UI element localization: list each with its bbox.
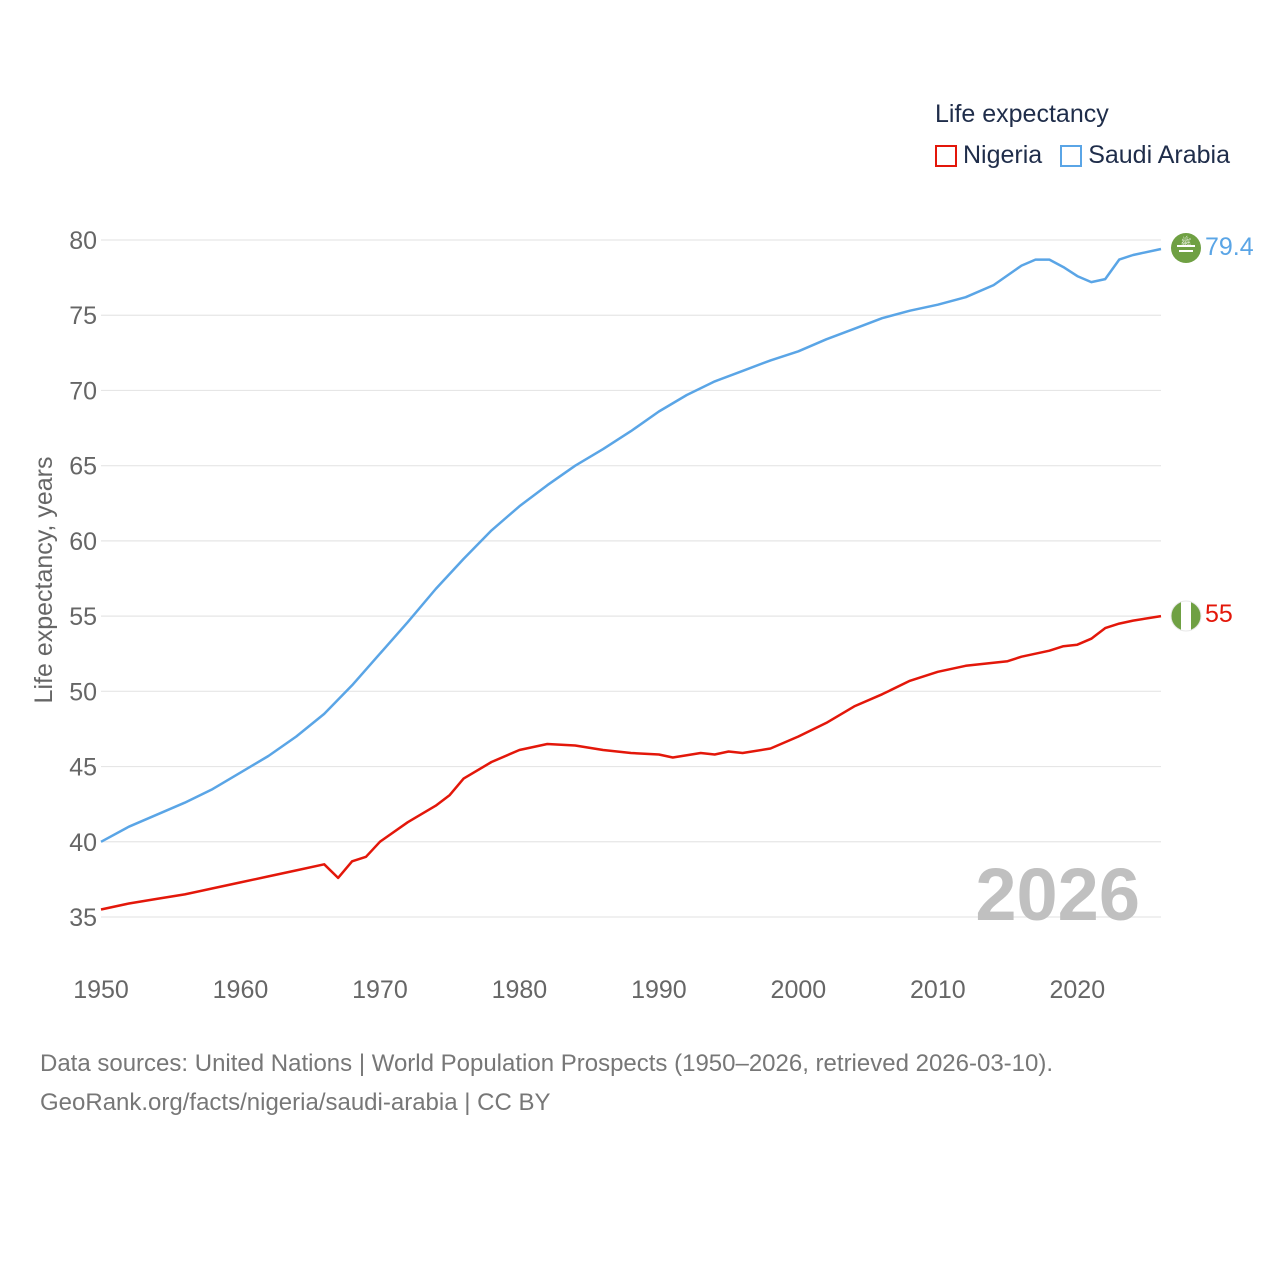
legend-item-saudi-arabia[interactable]: Saudi Arabia bbox=[1060, 141, 1230, 170]
x-tick-label: 1950 bbox=[73, 976, 129, 1004]
nigeria-end-label: 55 bbox=[1205, 600, 1233, 628]
x-tick-label: 2000 bbox=[771, 976, 827, 1004]
saudi-arabia-end-label: 79.4 bbox=[1205, 233, 1254, 261]
grid-lines bbox=[101, 239, 1161, 918]
svg-text:ﷺ: ﷺ bbox=[1181, 235, 1192, 248]
y-axis-label: Life expectancy, years bbox=[30, 457, 58, 704]
legend-swatch-nigeria bbox=[935, 144, 957, 167]
y-tick-label: 35 bbox=[69, 904, 97, 932]
x-tick-label: 1990 bbox=[631, 976, 687, 1004]
source-note: Data sources: United Nations | World Pop… bbox=[40, 1044, 1053, 1122]
y-tick-label: 70 bbox=[69, 377, 97, 405]
x-tick-label: 2010 bbox=[910, 976, 966, 1004]
y-tick-label: 75 bbox=[69, 302, 97, 330]
y-axis-ticks: 35 40 45 50 55 60 65 70 75 80 bbox=[69, 227, 97, 932]
legend-item-nigeria[interactable]: Nigeria bbox=[935, 141, 1042, 170]
source-line-2: GeoRank.org/facts/nigeria/saudi-arabia |… bbox=[40, 1089, 551, 1116]
legend-title: Life expectancy bbox=[935, 100, 1109, 128]
x-tick-label: 1970 bbox=[352, 976, 408, 1004]
y-tick-label: 65 bbox=[69, 453, 97, 481]
x-tick-label: 2020 bbox=[1050, 976, 1106, 1004]
x-axis-ticks: 1950 1960 1970 1980 1990 2000 2010 2020 bbox=[73, 976, 1105, 1004]
x-tick-label: 1960 bbox=[213, 976, 269, 1004]
y-tick-label: 80 bbox=[69, 227, 97, 255]
y-tick-label: 40 bbox=[69, 829, 97, 857]
x-tick-label: 1980 bbox=[492, 976, 548, 1004]
legend-label-nigeria: Nigeria bbox=[963, 141, 1043, 169]
y-tick-label: 60 bbox=[69, 528, 97, 556]
y-tick-label: 50 bbox=[69, 678, 97, 706]
series-lines bbox=[100, 247, 1162, 911]
nigeria-flag-icon bbox=[1170, 600, 1202, 632]
source-line-1: Data sources: United Nations | World Pop… bbox=[40, 1050, 1054, 1077]
year-watermark: 2026 bbox=[975, 853, 1140, 936]
legend: Nigeria Saudi Arabia bbox=[935, 141, 1248, 170]
y-tick-label: 55 bbox=[69, 603, 97, 631]
legend-swatch-saudi-arabia bbox=[1060, 144, 1083, 167]
y-tick-label: 45 bbox=[69, 754, 97, 782]
legend-label-saudi-arabia: Saudi Arabia bbox=[1088, 141, 1230, 169]
series-line-saudi-arabia[interactable] bbox=[100, 247, 1162, 843]
series-line-nigeria[interactable] bbox=[100, 614, 1162, 911]
saudi-flag-icon: ﷺ bbox=[1171, 233, 1201, 263]
